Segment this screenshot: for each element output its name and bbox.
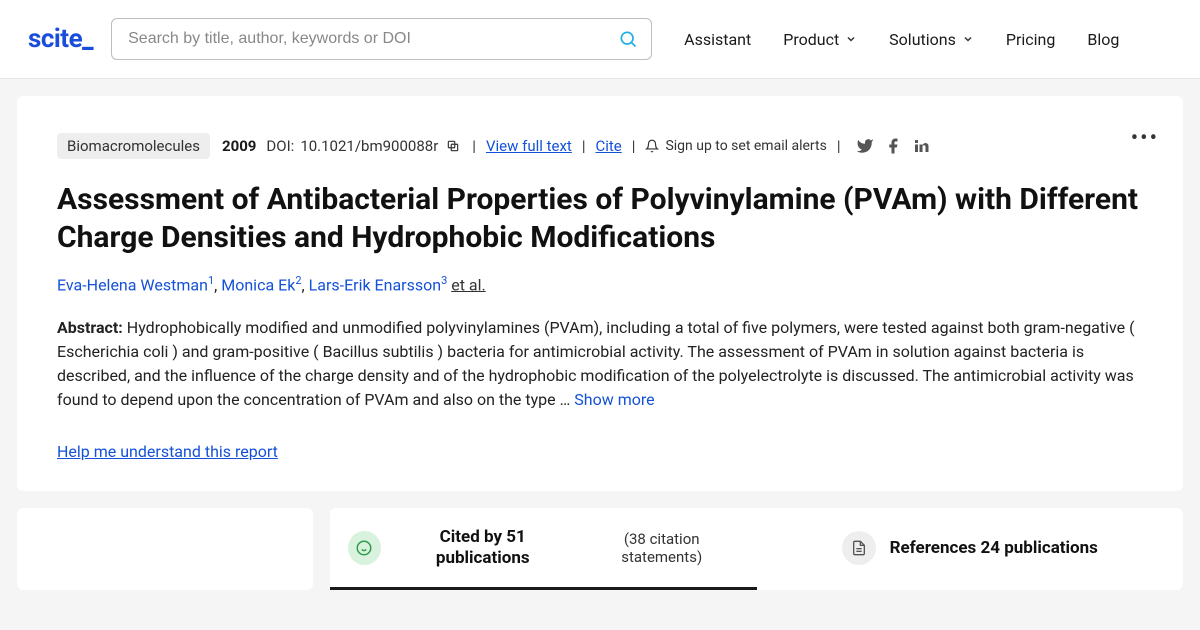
social-icons: [856, 137, 930, 155]
logo-underscore: _: [82, 24, 93, 54]
logo-text: scite: [28, 24, 82, 54]
affiliation-sup: 3: [441, 274, 447, 287]
author-link[interactable]: Eva-Helena Westman: [57, 275, 208, 294]
twitter-icon[interactable]: [856, 137, 874, 155]
authors: Eva-Helena Westman1, Monica Ek2, Lars-Er…: [57, 274, 1143, 294]
nav-blog[interactable]: Blog: [1087, 30, 1119, 49]
quote-icon-wrap: [348, 531, 381, 565]
nav: Assistant Product Solutions Pricing Blog: [684, 30, 1119, 49]
paper-title: Assessment of Antibacterial Properties o…: [57, 181, 1143, 256]
nav-solutions-label: Solutions: [889, 30, 956, 49]
doi-value: 10.1021/bm900088r: [300, 137, 438, 155]
linkedin-icon[interactable]: [912, 137, 930, 155]
chevron-down-icon: [845, 33, 857, 45]
nav-product[interactable]: Product: [783, 30, 857, 49]
abstract: Abstract: Hydrophobically modified and u…: [57, 316, 1143, 412]
nav-solutions[interactable]: Solutions: [889, 30, 974, 49]
tab-cited-by[interactable]: Cited by 51 publications (38 citation st…: [330, 508, 757, 590]
author-link[interactable]: Monica Ek: [221, 275, 295, 294]
side-panel: [17, 508, 313, 590]
lower-row: Cited by 51 publications (38 citation st…: [17, 508, 1183, 590]
cite-link[interactable]: Cite: [595, 137, 621, 155]
nav-pricing[interactable]: Pricing: [1006, 30, 1056, 49]
year: 2009: [222, 137, 256, 155]
abstract-label: Abstract:: [57, 318, 123, 337]
doi-label: DOI:: [266, 137, 294, 155]
tab-cited-main: Cited by 51 publications: [395, 527, 571, 568]
doc-icon-wrap: [842, 531, 876, 565]
journal-pill[interactable]: Biomacromolecules: [57, 133, 210, 159]
paper-card: ••• Biomacromolecules 2009 DOI: 10.1021/…: [17, 96, 1183, 491]
more-menu[interactable]: •••: [1131, 126, 1159, 151]
search-icon[interactable]: [618, 29, 638, 49]
comma: ,: [302, 275, 309, 294]
search-wrap: [111, 18, 652, 60]
show-more-link[interactable]: Show more: [574, 390, 654, 409]
meta-row: Biomacromolecules 2009 DOI: 10.1021/bm90…: [57, 133, 1143, 159]
tab-cited-text-col: Cited by 51 publications: [395, 527, 571, 568]
nav-product-label: Product: [783, 30, 839, 49]
separator: |: [472, 137, 476, 155]
search-input[interactable]: [111, 18, 652, 60]
alert-text[interactable]: Sign up to set email alerts: [665, 138, 826, 154]
tab-references[interactable]: References 24 publications: [757, 508, 1184, 590]
logo[interactable]: scite_: [28, 24, 93, 54]
quote-icon: [355, 539, 373, 557]
help-understand-link[interactable]: Help me understand this report: [57, 442, 278, 461]
header-bar: scite_ Assistant Product Solutions Prici…: [0, 0, 1200, 79]
separator: |: [632, 137, 636, 155]
tab-cited-sub: (38 citation statements): [585, 530, 739, 566]
etal-link[interactable]: et al.: [451, 275, 486, 294]
copy-icon[interactable]: [446, 139, 460, 153]
bell-icon: [645, 139, 659, 153]
author-link[interactable]: Lars-Erik Enarsson: [309, 275, 441, 294]
facebook-icon[interactable]: [884, 137, 902, 155]
nav-assistant[interactable]: Assistant: [684, 30, 751, 49]
view-full-text-link[interactable]: View full text: [486, 137, 572, 155]
chevron-down-icon: [962, 33, 974, 45]
document-icon: [851, 540, 867, 556]
tab-refs-main: References 24 publications: [890, 538, 1098, 558]
separator: |: [837, 137, 841, 155]
separator: |: [582, 137, 586, 155]
tabs-panel: Cited by 51 publications (38 citation st…: [330, 508, 1183, 590]
